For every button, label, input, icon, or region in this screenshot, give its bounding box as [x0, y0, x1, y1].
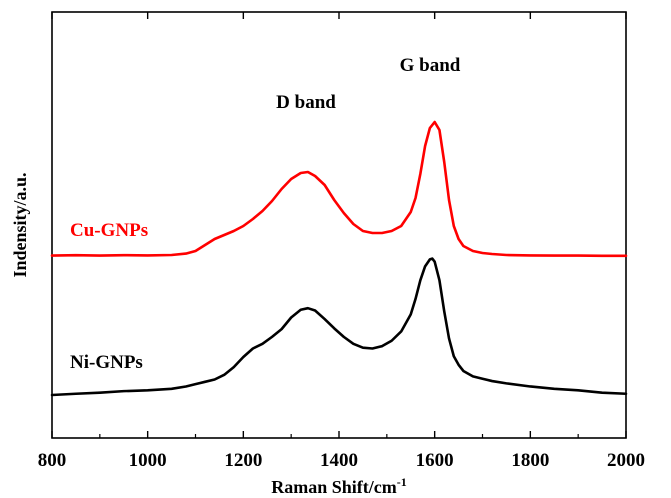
series-layer: [50, 120, 628, 397]
series-label-ni-gnps: Ni-GNPs: [70, 352, 143, 373]
x-tick-label-1200: 1200: [224, 450, 262, 471]
x-tick-label-1400: 1400: [320, 450, 358, 471]
x-axis-label-text: Raman Shift/cm: [271, 477, 397, 497]
x-tick-label-1800: 1800: [511, 450, 549, 471]
series-label-cu-gnps: Cu-GNPs: [70, 220, 148, 241]
x-tick-label-800: 800: [38, 450, 67, 471]
x-tick-label-1600: 1600: [416, 450, 454, 471]
x-axis-ticks: [51, 12, 627, 438]
x-tick-label-1000: 1000: [129, 450, 167, 471]
annotation-g-band: G band: [400, 55, 461, 76]
annotation-d-band: D band: [276, 92, 336, 113]
x-tick-label-2000: 2000: [607, 450, 645, 471]
y-axis-label: Indensity/a.u.: [10, 172, 30, 277]
x-axis-tick-labels: 800 1000 1200 1400 1600 1800 2000: [38, 450, 645, 471]
x-axis-label-superscript: -1: [397, 475, 407, 489]
series-line-ni-gnps: [50, 257, 628, 397]
x-axis-label: Raman Shift/cm-1: [271, 475, 407, 497]
series-line-cu-gnps: [50, 120, 628, 258]
